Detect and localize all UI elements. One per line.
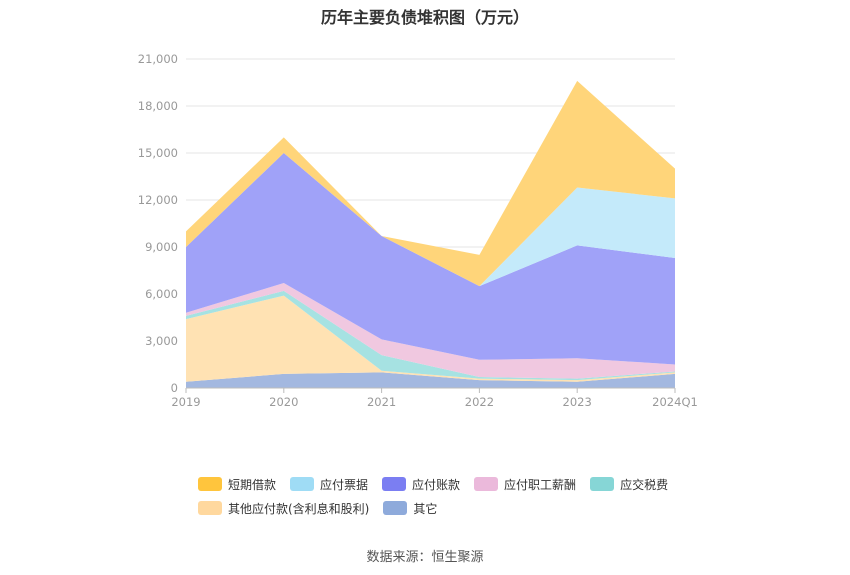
x-tick-label: 2020	[269, 395, 298, 409]
area-series	[186, 295, 675, 382]
x-tick-label: 2022	[465, 395, 494, 409]
x-tick-label: 2023	[563, 395, 592, 409]
legend-swatch	[198, 501, 222, 515]
legend-item[interactable]: 其他应付款(含利息和股利)	[198, 500, 369, 517]
legend-label: 其他应付款(含利息和股利)	[228, 501, 370, 516]
legend-label: 应交税费	[620, 477, 669, 492]
source-note: 数据来源：恒生聚源	[366, 550, 484, 565]
legend: 短期借款 应付票据 应付账款 应付职工薪酬 应交税费其他应付款(含利息和股利) 其它	[198, 472, 718, 520]
legend-label: 应付账款	[412, 477, 461, 492]
axes: 0 3,000 6,000 9,000 12,000 15,000 18,000 21,000…	[138, 52, 698, 409]
legend-item[interactable]: 其它	[383, 500, 437, 517]
area-series-group	[186, 80, 675, 388]
legend-swatch	[383, 501, 408, 515]
area-series	[186, 80, 675, 287]
y-tick-label: 21,000	[138, 52, 178, 66]
legend-swatch	[590, 477, 615, 491]
x-tick-label: 2021	[367, 395, 396, 409]
legend-row: 短期借款 应付票据 应付账款 应付职工薪酬 应交税费	[198, 472, 718, 496]
area-series	[186, 153, 675, 365]
y-tick-label: 6,000	[145, 287, 178, 301]
legend-item[interactable]: 应付账款	[382, 476, 460, 493]
legend-swatch	[474, 477, 499, 491]
x-tick-label: 2019	[171, 395, 200, 409]
area-series	[186, 290, 675, 381]
legend-label: 应付票据	[320, 477, 369, 492]
chart-title: 历年主要负债堆积图（万元）	[320, 8, 529, 27]
legend-label: 应付职工薪酬	[504, 477, 577, 492]
legend-swatch	[198, 477, 222, 491]
legend-item[interactable]: 应付票据	[290, 476, 368, 493]
y-tick-label: 15,000	[138, 146, 178, 160]
y-tick-label: 0	[171, 381, 178, 395]
legend-row: 其他应付款(含利息和股利) 其它	[198, 496, 718, 520]
y-tick-label: 9,000	[145, 240, 178, 254]
x-tick-label: 2024Q1	[652, 395, 698, 409]
area-series	[186, 372, 675, 388]
y-tick-label: 18,000	[138, 99, 178, 113]
y-tick-label: 12,000	[138, 193, 178, 207]
legend-item[interactable]: 应付职工薪酬	[474, 476, 576, 493]
area-series	[186, 283, 675, 379]
legend-label: 短期借款	[228, 477, 277, 492]
y-tick-label: 3,000	[145, 334, 178, 348]
legend-label: 其它	[413, 501, 438, 516]
legend-swatch	[382, 477, 407, 491]
legend-item[interactable]: 应交税费	[590, 476, 668, 493]
area-series	[186, 153, 675, 287]
legend-item[interactable]: 短期借款	[198, 476, 276, 493]
legend-swatch	[290, 477, 315, 491]
